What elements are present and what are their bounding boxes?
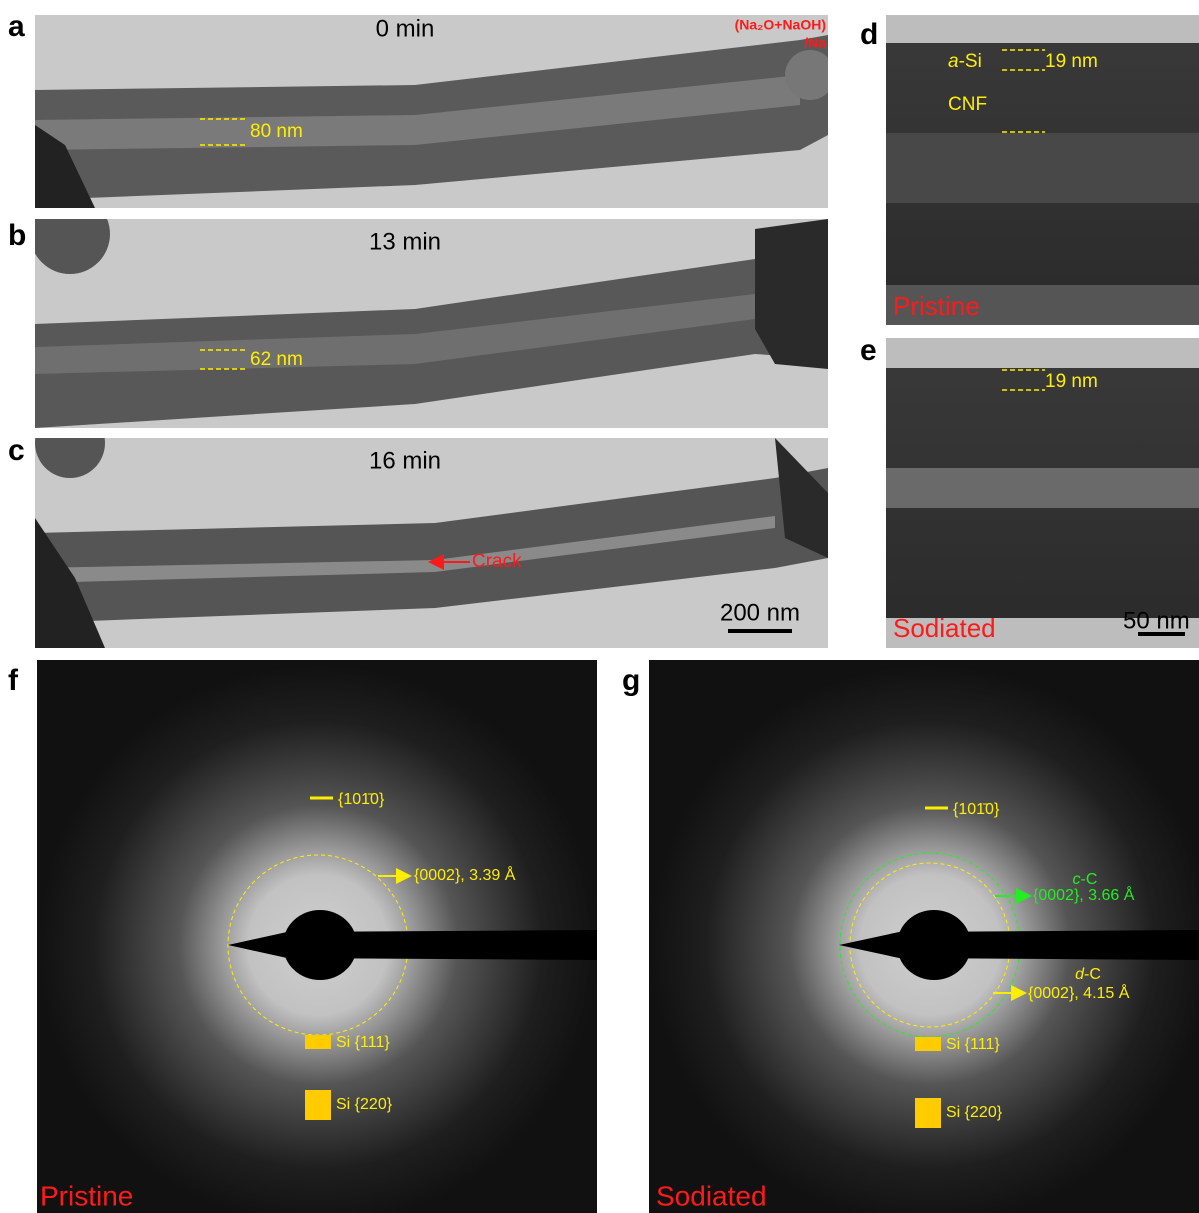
vacuum [886, 15, 1199, 43]
panel-label: f [8, 664, 19, 697]
ring-label: {0002}, 3.39 Å [414, 865, 516, 884]
image-e [886, 338, 1199, 648]
thickness-label: 19 nm [1045, 51, 1098, 72]
time-label: 13 min [369, 228, 441, 255]
particle [785, 50, 835, 100]
image-c [35, 408, 828, 648]
panel-label: d [860, 18, 878, 51]
width-label: 80 nm [250, 121, 303, 142]
state-label: Pristine [893, 291, 980, 321]
electrode [755, 219, 828, 369]
layer-italic: a [948, 51, 959, 72]
panel-label: e [860, 334, 877, 367]
state-label: Pristine [40, 1180, 133, 1211]
time-label: 16 min [369, 447, 441, 474]
ring-label: Si {111} [336, 1034, 390, 1051]
layer-label: a-Si [948, 51, 982, 72]
scale-label: 200 nm [720, 599, 800, 626]
marker [915, 1098, 941, 1128]
ring-label: Si {220} [336, 1096, 393, 1113]
core-band [886, 133, 1199, 203]
image-a [35, 15, 835, 208]
marker [915, 1037, 941, 1051]
core-label: CNF [948, 94, 987, 115]
panel-label: c [8, 434, 25, 467]
phase-italic: c [1073, 871, 1081, 888]
image-f [37, 660, 598, 1213]
ring-label: Si {220} [946, 1104, 1003, 1121]
image-d [886, 15, 1199, 325]
panel-label: b [8, 219, 26, 252]
product-label: (Na₂O+NaOH) [735, 17, 826, 33]
panel-label: a [8, 10, 25, 43]
panel-label: g [622, 664, 640, 697]
beam-stop [897, 910, 971, 980]
ring-label: Si {111} [946, 1036, 1000, 1053]
phase-label: c-C [1073, 871, 1098, 888]
marker [305, 1090, 331, 1120]
beam-stop [839, 930, 1199, 960]
ring-label: {101̄0} [338, 791, 385, 808]
width-label: 62 nm [250, 349, 303, 370]
phase-label: d-C [1075, 966, 1101, 983]
ring-label: {0002}, 4.15 Å [1028, 983, 1130, 1002]
layer-rest: -Si [959, 51, 982, 72]
ring-label: {0002}, 3.66 Å [1033, 885, 1135, 904]
thickness-label: 19 nm [1045, 371, 1098, 392]
crack-label: Crack [472, 551, 522, 572]
beam-stop [283, 910, 357, 980]
marker [305, 1035, 331, 1049]
ring-label: {101̄0} [953, 801, 1000, 818]
state-label: Sodiated [893, 613, 996, 643]
core-band [886, 468, 1199, 508]
phase-rest: -C [1081, 871, 1098, 888]
image-g [649, 660, 1199, 1213]
vacuum [886, 338, 1199, 368]
time-label: 0 min [376, 15, 435, 42]
product-label: /Na [804, 35, 826, 51]
phase-rest: -C [1084, 966, 1101, 983]
scale-label: 50 nm [1123, 607, 1190, 634]
figure: a 0 min (Na₂O+NaOH) /Na 80 nm b 13 min 6… [0, 0, 1199, 1213]
state-label: Sodiated [656, 1180, 767, 1211]
